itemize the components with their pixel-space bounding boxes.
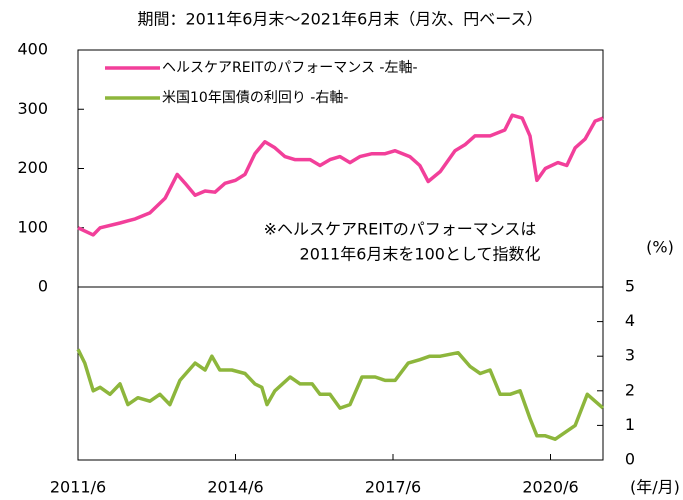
- y-tick-label: 3: [625, 346, 635, 365]
- y-tick-label: 4: [625, 311, 635, 330]
- plot-frame: [77, 49, 604, 461]
- chart-title: 期間：2011年6月末～2021年6月末（月次、円ベース）: [138, 10, 543, 29]
- y-tick-label: 100: [17, 217, 48, 236]
- x-tick-label: 2020/6: [522, 478, 578, 497]
- annotation: 2011年6月末を100として指数化: [300, 245, 541, 264]
- annotation: ※ヘルスケアREITのパフォーマンスは: [264, 220, 537, 239]
- x-axis-label: (年/月): [630, 478, 680, 497]
- y-tick-label: 0: [625, 450, 635, 469]
- y-axis-label: (%): [646, 238, 674, 257]
- y-tick-label: 400: [17, 40, 48, 59]
- x-tick-label: 2017/6: [365, 478, 421, 497]
- y-tick-label: 200: [17, 158, 48, 177]
- x-tick-label: 2011/6: [50, 478, 106, 497]
- legend-label: 米国10年国債の利回り -右軸-: [162, 90, 348, 106]
- legend-label: ヘルスケアREITのパフォーマンス -左軸-: [162, 60, 418, 76]
- y-tick-label: 1: [625, 415, 635, 434]
- y-tick-label: 5: [625, 277, 635, 296]
- data-line: [77, 113, 604, 237]
- y-tick-label: 0: [38, 277, 48, 296]
- data-line: [76, 348, 605, 441]
- x-tick-label: 2014/6: [207, 478, 263, 497]
- y-tick-label: 300: [17, 99, 48, 118]
- y-tick-label: 2: [625, 380, 635, 399]
